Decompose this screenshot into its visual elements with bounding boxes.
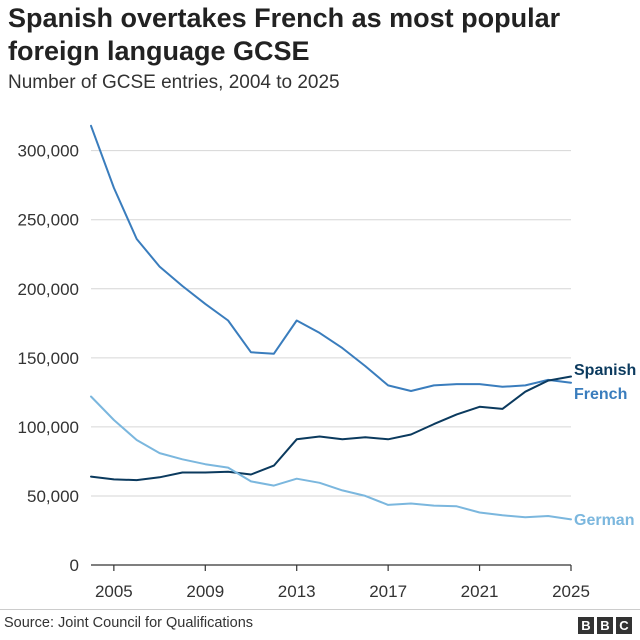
bbc-logo: B B C: [578, 617, 632, 634]
series-line-german: [90, 395, 572, 521]
y-tick-label: 0: [70, 556, 79, 575]
y-tick-label: 200,000: [18, 280, 79, 299]
series-line-french: [90, 124, 572, 392]
series-label-french: French: [574, 386, 627, 403]
chart-subtitle: Number of GCSE entries, 2004 to 2025: [8, 72, 340, 93]
x-tick-label: 2021: [461, 582, 499, 601]
y-tick-label: 300,000: [18, 142, 79, 161]
series-line-spanish: [90, 375, 572, 482]
footer-divider: [0, 609, 640, 610]
series-label-german: German: [574, 512, 634, 529]
x-tick-label: 2025: [552, 582, 590, 601]
logo-letter-b1: B: [578, 617, 594, 634]
chart-title: Spanish overtakes French as most popular…: [8, 3, 561, 66]
source-note: Source: Joint Council for Qualifications: [4, 615, 254, 631]
y-tick-label: 150,000: [18, 349, 79, 368]
logo-letter-c: C: [616, 617, 632, 634]
x-tick-label: 2005: [95, 582, 133, 601]
y-tick-label: 100,000: [18, 418, 79, 437]
x-tick-label: 2009: [186, 582, 224, 601]
x-tick-label: 2017: [369, 582, 407, 601]
y-tick-label: 50,000: [27, 487, 79, 506]
y-tick-label: 250,000: [18, 211, 79, 230]
logo-letter-b2: B: [597, 617, 613, 634]
x-tick-label: 2013: [278, 582, 316, 601]
series-label-spanish: Spanish: [574, 362, 636, 379]
